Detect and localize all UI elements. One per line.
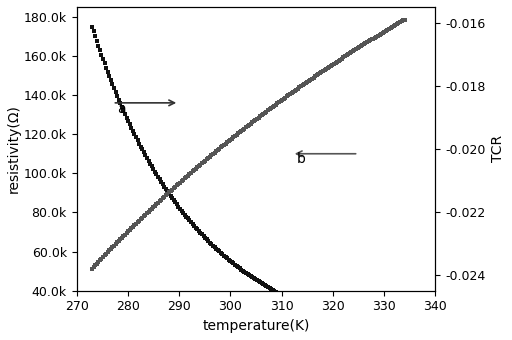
X-axis label: temperature(K): temperature(K) [202,319,310,333]
Y-axis label: TCR: TCR [491,135,505,163]
Text: b: b [297,152,306,166]
Text: a: a [118,102,126,116]
Y-axis label: resistivity(Ω): resistivity(Ω) [7,104,21,193]
